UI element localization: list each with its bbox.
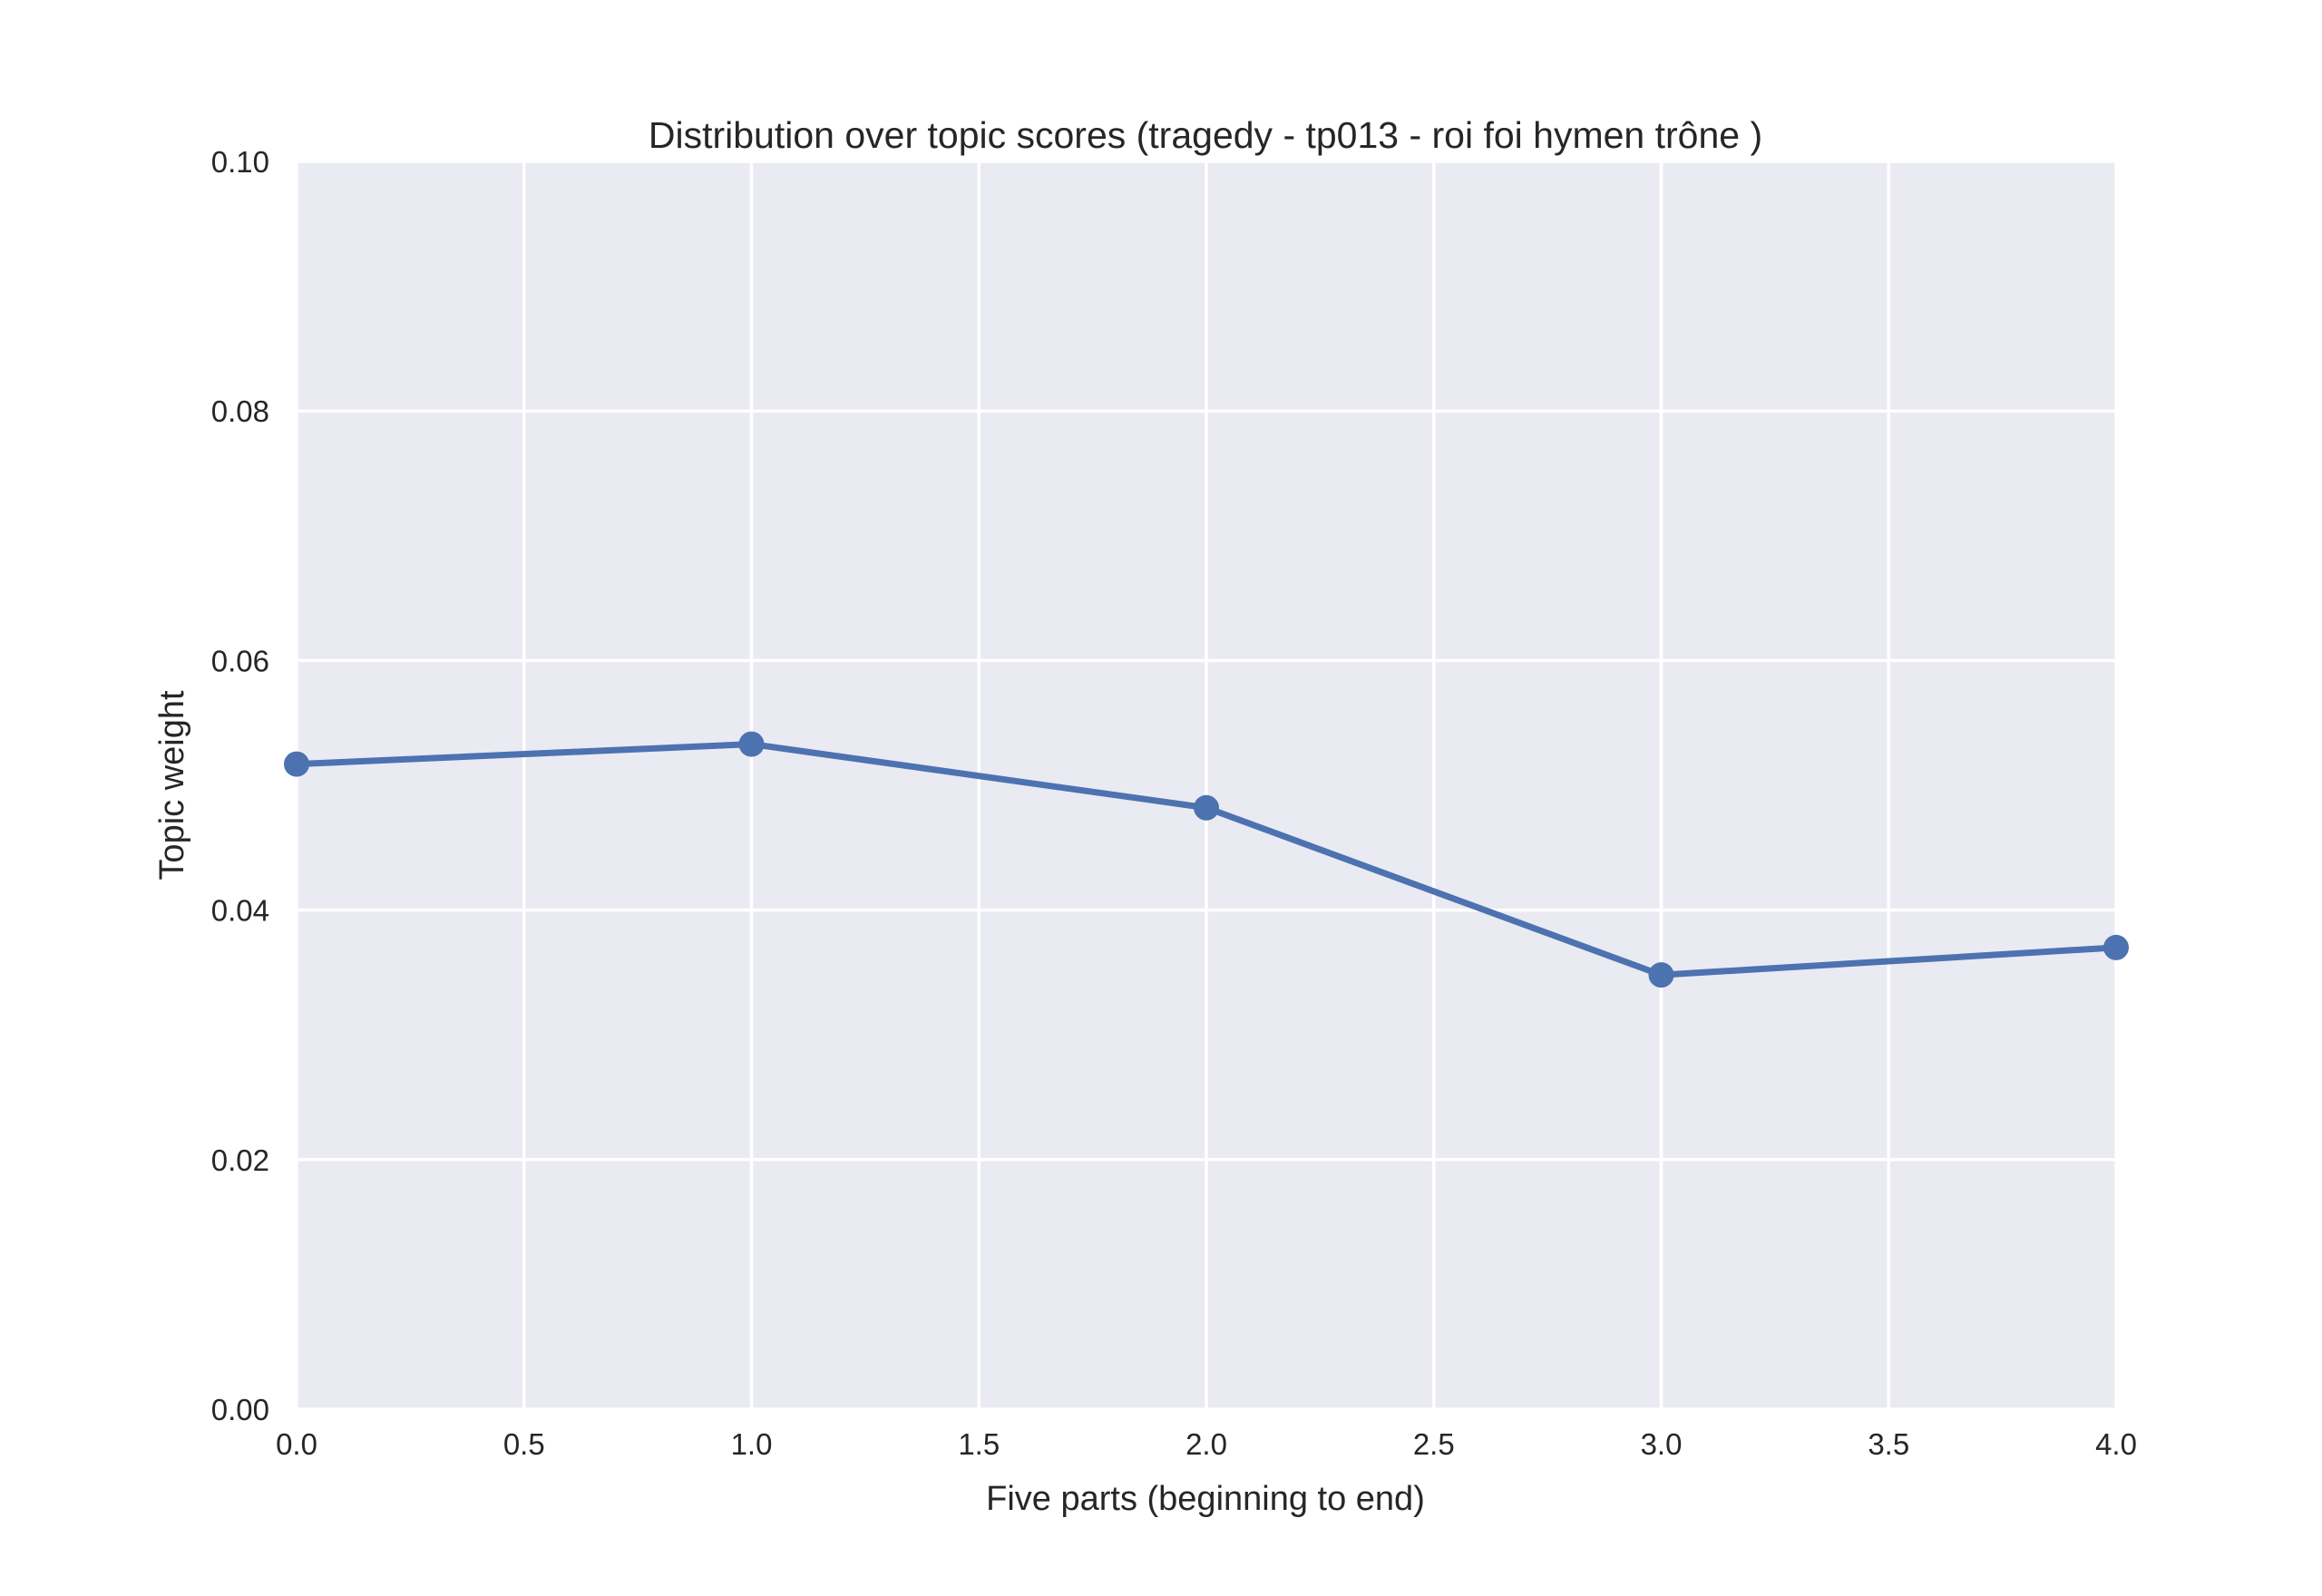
y-axis-ticks: 0.00 0.02 0.04 0.06 0.08 0.10	[211, 145, 269, 1426]
y-tick-label: 0.08	[211, 394, 269, 428]
x-tick-label: 2.0	[1185, 1427, 1227, 1461]
x-tick-label: 3.5	[1868, 1427, 1909, 1461]
y-tick-label: 0.04	[211, 894, 269, 928]
x-tick-label: 3.0	[1641, 1427, 1683, 1461]
y-tick-label: 0.00	[211, 1393, 269, 1426]
y-tick-label: 0.10	[211, 145, 269, 179]
data-point	[738, 731, 765, 757]
x-tick-label: 1.0	[731, 1427, 773, 1461]
x-tick-label: 0.5	[503, 1427, 545, 1461]
y-axis-label: Topic weight	[153, 690, 191, 881]
x-tick-label: 2.5	[1413, 1427, 1455, 1461]
grid	[295, 160, 2118, 1411]
data-point	[284, 751, 309, 777]
y-tick-label: 0.02	[211, 1143, 269, 1177]
x-tick-label: 0.0	[276, 1427, 317, 1461]
x-tick-label: 1.5	[958, 1427, 1000, 1461]
data-point	[1194, 794, 1219, 821]
data-point	[1648, 962, 1674, 988]
chart-title: Distribution over topic scores (tragedy …	[649, 114, 1762, 156]
x-axis-label: Five parts (beginning to end)	[986, 1480, 1425, 1518]
x-tick-label: 4.0	[2095, 1427, 2137, 1461]
y-tick-label: 0.06	[211, 644, 269, 677]
data-point	[2103, 934, 2129, 960]
series-layer	[284, 731, 2129, 988]
x-axis-ticks: 0.0 0.5 1.0 1.5 2.0 2.5 3.0 3.5 4.0	[276, 1427, 2137, 1461]
